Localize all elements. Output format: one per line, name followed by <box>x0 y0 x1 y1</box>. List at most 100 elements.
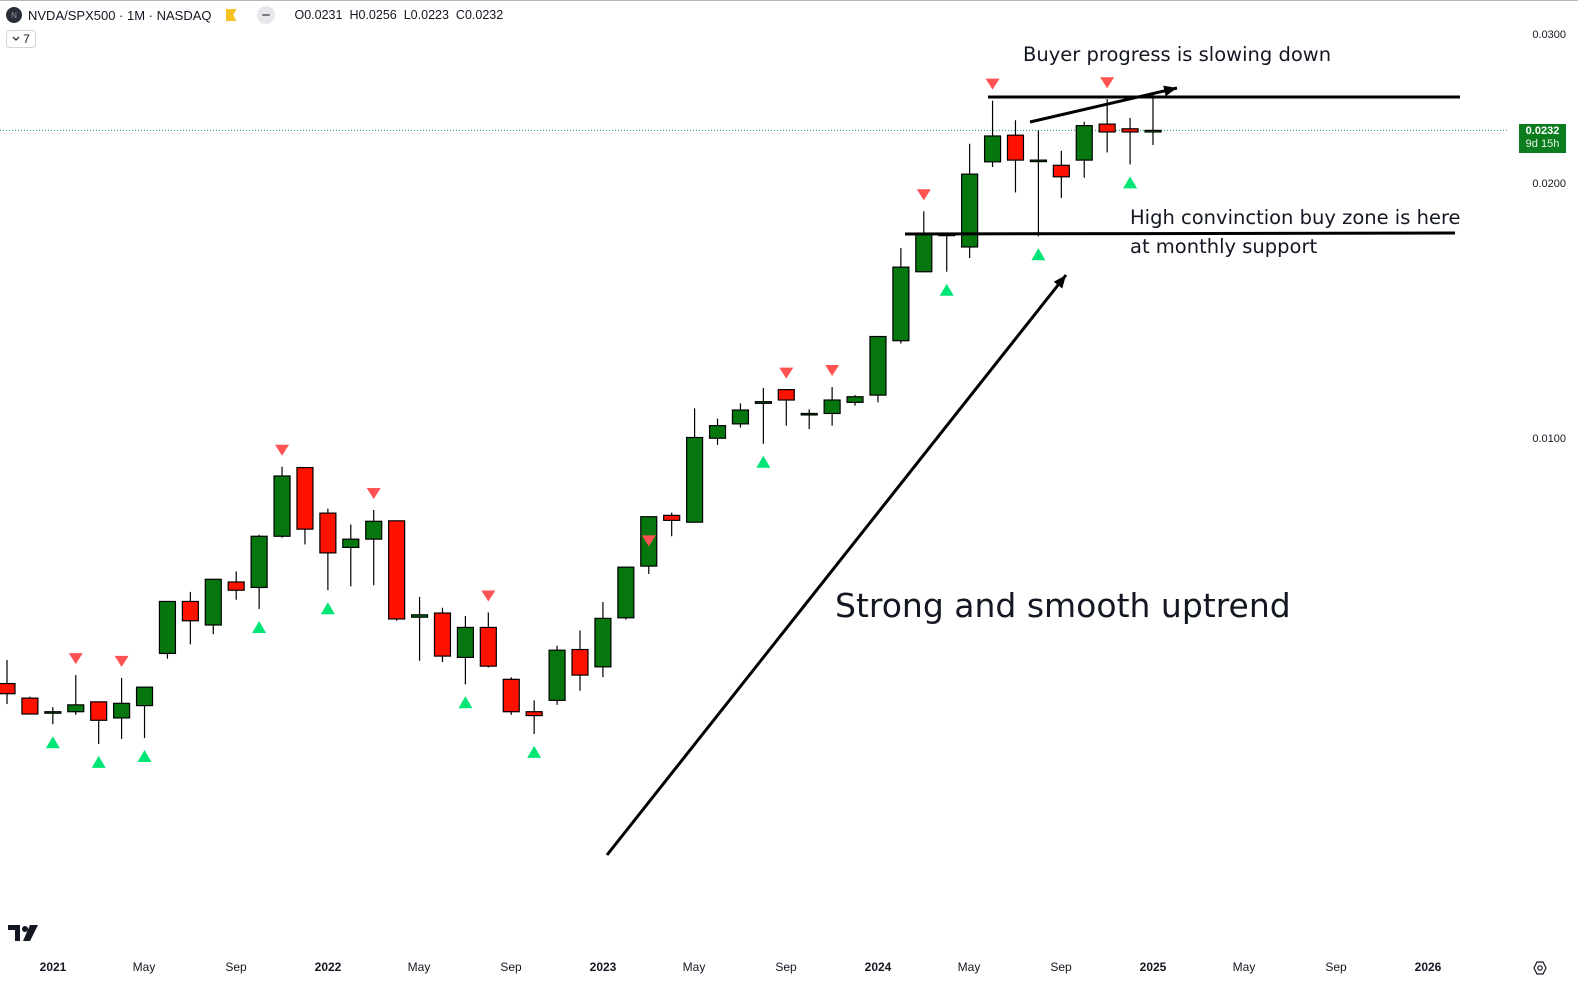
ohlc-h: H0.0256 <box>349 8 397 22</box>
candle-body <box>731 409 750 425</box>
buy-signal-icon <box>458 696 473 709</box>
candle-body <box>342 538 360 549</box>
candle-body <box>227 581 245 591</box>
sell-signal-icon <box>1100 77 1115 89</box>
candle-body <box>983 135 1002 163</box>
ohlc-c: C0.0232 <box>455 8 504 22</box>
sell-signal-icon <box>275 444 290 456</box>
buy-signal-icon <box>320 602 335 615</box>
last-price-value: 0.0232 <box>1525 125 1560 137</box>
candle-body <box>915 233 933 273</box>
sell-signal-icon <box>68 653 83 665</box>
annotation-uptrend[interactable]: Strong and smooth uptrend <box>835 586 1291 625</box>
market-status-icon[interactable] <box>256 6 275 24</box>
candle-body <box>1029 159 1048 163</box>
time-axis[interactable]: 2021 May Sep 2022 May Sep 2023 May Sep 2024 May Sep… <box>0 955 1578 985</box>
time-tick-label: Sep <box>500 960 522 974</box>
candle-body <box>44 711 62 714</box>
time-tick-label: 2022 <box>314 960 342 974</box>
candle-body <box>388 520 406 620</box>
candle-body <box>708 425 727 439</box>
candle-body <box>296 466 314 530</box>
time-tick-label: Sep <box>225 960 247 974</box>
tradingview-logo-icon[interactable] <box>8 925 40 946</box>
price-axis[interactable]: 0.0232 9d 15h 0.0300 0.0200 0.0100 <box>1508 0 1578 950</box>
symbol-title[interactable]: NVDA/SPX500 · 1M · NASDAQ <box>28 7 212 23</box>
annotation-buy-zone-line2[interactable]: at monthly support <box>1130 235 1318 258</box>
candle-body <box>250 535 268 589</box>
candle-body <box>21 697 39 715</box>
candle-body <box>1121 128 1139 133</box>
candle-body <box>112 702 131 719</box>
price-tick-label: 0.0300 <box>1532 29 1566 41</box>
sell-signal-icon <box>114 655 129 667</box>
candle-body <box>365 520 383 540</box>
candle-body <box>663 514 681 521</box>
buy-signal-icon <box>252 620 267 633</box>
time-tick-label: May <box>1232 960 1256 974</box>
time-tick-label: 2025 <box>1139 960 1167 974</box>
annotation-buyer-progress[interactable]: Buyer progress is slowing down <box>1023 43 1332 66</box>
buy-signal-icon <box>1123 176 1138 189</box>
buy-signal-icon <box>1031 248 1046 261</box>
time-tick-label: 2021 <box>39 960 67 974</box>
candle-body <box>594 617 612 668</box>
ohlc-values: O0.0231 H0.0256 L0.0223 C0.0232 <box>295 8 504 22</box>
settings-icon[interactable] <box>1532 960 1548 981</box>
indicator-count: 7 <box>23 32 30 46</box>
candle-body <box>685 436 704 523</box>
candle-body <box>754 401 772 404</box>
sell-signal-icon <box>916 189 931 201</box>
chart-legend: N NVDA/SPX500 · 1M · NASDAQ O0.0231 H0.02… <box>6 5 503 25</box>
candle-body <box>456 626 474 659</box>
time-tick-label: May <box>957 960 981 974</box>
candle-body <box>273 475 291 537</box>
buy-signal-icon <box>756 455 771 468</box>
candle-body <box>0 682 16 695</box>
time-tick-label: May <box>132 960 156 974</box>
candle-body <box>1075 125 1093 161</box>
indicators-collapse-button[interactable]: 7 <box>6 30 36 48</box>
symbol-logo-icon: N <box>6 7 22 23</box>
candle-body <box>135 686 154 707</box>
candle-body <box>1098 123 1116 133</box>
sell-signal-icon <box>641 535 656 547</box>
candle-body <box>502 678 520 713</box>
annotation-buy-zone-line1[interactable]: High convinction buy zone is here <box>1130 206 1461 229</box>
sell-signal-icon <box>825 365 840 377</box>
ohlc-o: O0.0231 <box>294 8 343 22</box>
buy-signal-icon <box>939 283 954 296</box>
time-tick-label: May <box>682 960 706 974</box>
candle-body <box>869 335 887 396</box>
candle-body <box>525 711 543 717</box>
flag-icon[interactable] <box>225 9 237 21</box>
support-line <box>904 231 1456 236</box>
sell-signal-icon <box>366 487 381 499</box>
candle-body <box>961 173 979 248</box>
arrowhead-icon <box>1053 275 1066 289</box>
candlestick-chart[interactable] <box>0 0 1578 955</box>
candle-body <box>1144 129 1162 133</box>
buy-signal-icon <box>527 745 542 758</box>
time-tick-label: May <box>407 960 431 974</box>
last-price-badge: 0.0232 9d 15h <box>1519 124 1566 153</box>
candle-body <box>1052 164 1070 178</box>
sell-signal-icon <box>779 367 794 379</box>
candle-body <box>319 512 337 554</box>
candle-body <box>158 600 177 655</box>
candle-body <box>548 649 566 701</box>
candle-body <box>67 704 85 713</box>
time-tick-label: 2023 <box>589 960 617 974</box>
candle-body <box>571 648 589 676</box>
candle-body <box>800 412 818 416</box>
price-tick-label: 0.0200 <box>1532 178 1566 190</box>
top-border <box>0 0 1578 1</box>
sell-signal-icon <box>481 590 496 602</box>
buy-signal-icon <box>91 755 106 768</box>
bar-countdown: 9d 15h <box>1525 138 1560 150</box>
buy-signal-icon <box>45 736 60 749</box>
candle-body <box>90 701 108 721</box>
candle-body <box>846 396 864 403</box>
candle-body <box>617 566 635 619</box>
time-tick-label: 2024 <box>864 960 892 974</box>
